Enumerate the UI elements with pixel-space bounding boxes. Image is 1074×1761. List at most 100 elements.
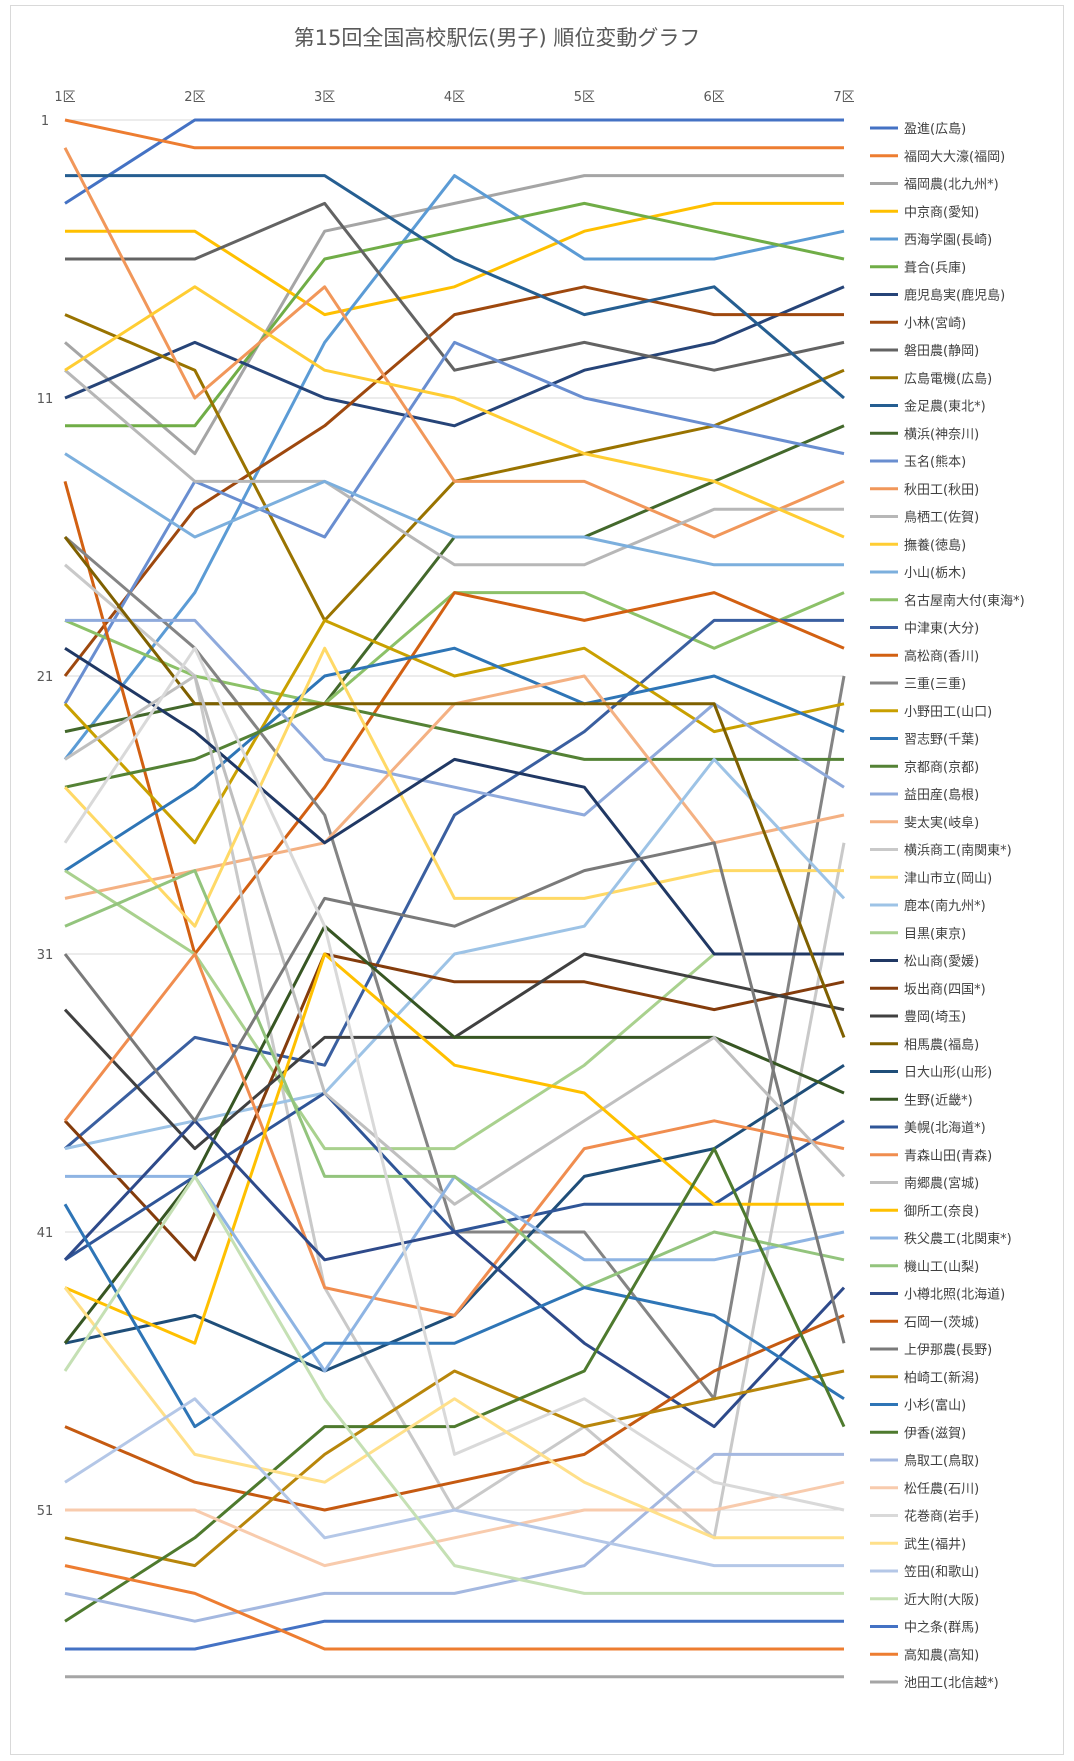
legend-entry: 磐田農(静岡)	[904, 344, 979, 359]
series-line	[63, 147, 845, 539]
series-line	[64, 1314, 845, 1512]
legend-entry: 益田産(島根)	[904, 787, 979, 803]
legend-entry: 松山商(愛媛)	[904, 955, 979, 970]
series-line	[65, 1619, 844, 1651]
y-tick-label: 21	[37, 670, 54, 685]
legend-entry: 上伊那農(長野)	[904, 1343, 992, 1358]
legend-entry: 西海学園(長崎)	[904, 232, 992, 248]
x-tick-label: 4区	[444, 90, 465, 105]
legend-entry: 美幌(北海道*)	[904, 1120, 986, 1136]
series-line	[64, 952, 844, 1345]
legend-entry: 武生(福井)	[904, 1537, 966, 1552]
legend-entry: 御所工(奈良)	[904, 1203, 979, 1219]
legend-entry: 鹿児島実(鹿児島)	[904, 288, 1005, 304]
series-line	[64, 646, 845, 872]
legend-entry: 小樽北照(北海道)	[904, 1287, 1005, 1303]
series-line	[64, 1564, 844, 1651]
y-tick-label: 41	[37, 1226, 54, 1241]
legend-entry: 高松商(香川)	[904, 648, 979, 664]
series-line	[63, 1174, 844, 1595]
series-line	[63, 174, 845, 761]
legend-entry: 池田工(北信越*)	[904, 1676, 999, 1691]
series-line	[64, 1369, 845, 1568]
series-line	[65, 201, 845, 428]
legend-entry: 三重(三重)	[904, 676, 966, 692]
series-line	[64, 313, 845, 622]
series-line	[63, 285, 844, 677]
legend-entry: 中京商(愛知)	[904, 204, 979, 220]
legend-entry: 南郷農(宮城)	[904, 1176, 979, 1192]
y-tick-label: 51	[37, 1504, 54, 1519]
legend-entry: 機山工(山梨)	[904, 1260, 979, 1275]
x-axis-labels: 1区 2区 3区 4区 5区 6区 7区	[54, 90, 854, 105]
legend-entry: 松任農(石川)	[904, 1482, 979, 1497]
series-line	[63, 618, 845, 845]
y-tick-label: 11	[37, 392, 54, 407]
legend-entry: 日大山形(山形)	[904, 1066, 992, 1081]
y-tick-label: 31	[37, 948, 54, 963]
legend-entry: 横浜(神奈川)	[904, 427, 979, 442]
x-tick-label: 6区	[704, 90, 725, 105]
series-line	[65, 201, 844, 317]
chart-title: 第15回全国高校駅伝(男子) 順位変動グラフ	[294, 26, 701, 50]
legend-entry: 秋田工(秋田)	[904, 483, 979, 498]
legend-entry: 伊香(滋賀)	[904, 1426, 966, 1441]
series-lines	[63, 118, 846, 1679]
legend-entry: 名古屋南大付(東海*)	[904, 593, 1025, 609]
legend-entry: 鹿本(南九州*)	[904, 898, 986, 914]
legend-entry: 広島電機(広島)	[904, 372, 992, 387]
legend-entry: 小林(宮崎)	[904, 315, 966, 331]
y-tick-label: 1	[41, 114, 49, 129]
series-line	[63, 1286, 844, 1540]
legend-entry: 秩父農工(北関東*)	[904, 1231, 1012, 1247]
legend-entry: 青森山田(青森)	[904, 1149, 992, 1164]
series-line	[63, 952, 845, 1317]
series-line	[64, 285, 845, 428]
series-line	[63, 1203, 845, 1429]
legend-entry: 柏崎工(新潟)	[904, 1370, 979, 1386]
legend-entry: 斐太実(岐阜)	[904, 815, 979, 831]
legend-entry: 目黒(東京)	[904, 926, 966, 942]
legend-entry: 中之条(群馬)	[904, 1620, 979, 1636]
legend: 盈進(広島) 福岡大大濠(福岡) 福岡農(北九州*) 中京商(愛知) 西海学園(長崎) 葺…	[870, 122, 1025, 1691]
series-line	[64, 1147, 846, 1623]
series-line	[63, 841, 846, 1344]
series-line	[64, 674, 846, 1206]
series-line	[64, 1452, 844, 1623]
series-line	[65, 174, 845, 400]
series-line	[64, 452, 844, 567]
legend-entry: 小野田工(山口)	[904, 705, 992, 720]
series-line	[63, 1119, 846, 1429]
series-line	[63, 536, 846, 1038]
legend-entry: 鳥栖工(佐賀)	[904, 511, 979, 526]
series-line	[65, 1480, 845, 1568]
legend-entry: 玉名(熊本)	[904, 454, 966, 470]
legend-entry: 福岡大大濠(福岡)	[904, 149, 1005, 165]
legend-entry: 相馬農(福島)	[904, 1038, 979, 1053]
x-tick-label: 5区	[574, 90, 595, 105]
x-tick-label: 2区	[184, 90, 205, 105]
series-line	[65, 201, 845, 372]
series-line	[64, 285, 845, 539]
legend-entry: 撫養(徳島)	[904, 537, 966, 553]
legend-entry: 小山(栃木)	[904, 566, 966, 581]
series-line	[64, 1397, 844, 1568]
series-line	[63, 646, 844, 928]
x-tick-label: 3区	[314, 90, 335, 105]
legend-entry: 金足農(東北*)	[904, 399, 986, 415]
legend-entry: 京都商(京都)	[904, 760, 979, 775]
legend-entry: 横浜商工(南関東*)	[904, 843, 1012, 859]
legend-entry: 笠田(和歌山)	[904, 1565, 979, 1580]
series-line	[64, 618, 844, 1150]
legend-entry: 鳥取工(鳥取)	[904, 1454, 979, 1469]
series-line	[64, 869, 845, 1290]
legend-entry: 花巻商(岩手)	[904, 1509, 979, 1525]
legend-entry: 盈進(広島)	[904, 122, 966, 137]
x-tick-label: 1区	[54, 90, 75, 105]
series-line	[64, 118, 844, 205]
series-line	[64, 174, 844, 456]
series-line	[63, 646, 845, 1512]
legend-entry: 高知農(高知)	[904, 1647, 979, 1663]
series-line	[63, 481, 845, 956]
